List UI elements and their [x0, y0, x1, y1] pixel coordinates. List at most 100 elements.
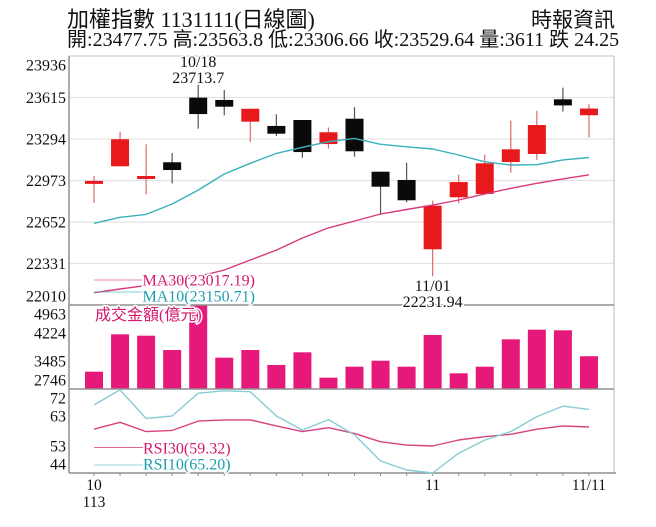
open-group: 開:23477.75 — [67, 29, 168, 51]
rsi-axis-label: 63 — [50, 409, 66, 426]
open-value: 23477.75 — [92, 29, 168, 51]
low-label: 低: — [268, 29, 294, 51]
candle-up — [579, 108, 598, 116]
candle-down — [267, 125, 286, 134]
volume-title: 成交金額(億元) — [95, 306, 202, 324]
x-axis-label: 11/11 — [572, 477, 606, 494]
candle-up — [85, 180, 103, 184]
volume-bar — [501, 339, 520, 389]
price-axis-label: 22010 — [26, 289, 66, 306]
high-label: 高: — [172, 29, 199, 51]
volume-bar — [397, 366, 416, 389]
volume-bar — [449, 373, 468, 389]
chart-title: 加權指數 1131111(日線圖) — [67, 7, 315, 32]
chart-frame — [68, 55, 616, 476]
candle-up — [423, 205, 442, 250]
candle-down — [397, 179, 416, 201]
close-group: 收:23529.64 — [374, 29, 475, 51]
price-panel — [85, 84, 598, 294]
volume-value: 3611 — [504, 29, 545, 51]
volume-bar — [267, 364, 286, 389]
price-axis-label: 22652 — [26, 215, 66, 232]
close-label: 收: — [373, 29, 400, 51]
legend-rsi10: RSI10(65.20) — [143, 457, 231, 474]
volume-bar — [371, 360, 390, 389]
legend-ma30: MA30(23017.19) — [143, 273, 255, 290]
rsi-axis-label: 44 — [50, 457, 66, 474]
price-axis-label: 22973 — [26, 173, 66, 190]
volume-bar — [319, 377, 338, 389]
change-group: 跌 24.25 — [549, 29, 619, 51]
candle-down — [189, 97, 208, 115]
candle-up — [111, 139, 130, 167]
rsi30-line — [93, 419, 590, 447]
high-group: 高:23563.8 — [173, 29, 264, 51]
gridlines — [69, 96, 614, 265]
volume-bar — [137, 335, 156, 389]
volume-axis-label: 4224 — [34, 326, 66, 343]
candle-up — [449, 182, 468, 198]
volume-axis-label: 4963 — [34, 307, 66, 324]
candle-up — [319, 132, 338, 145]
price-axis-label: 23936 — [26, 58, 66, 75]
volume-bar — [527, 329, 546, 389]
rsi-panel — [93, 389, 590, 474]
volume-bar — [111, 334, 130, 389]
change-value: 24.25 — [574, 29, 620, 51]
volume-bar — [85, 371, 103, 389]
volume-bar — [475, 366, 494, 389]
ohlc-summary: 開:23477.75 高:23563.8 低:23306.66 收:23529.64 量… — [67, 30, 619, 50]
volume-bar — [163, 350, 182, 389]
x-axis-label: 10 — [86, 477, 102, 494]
candle-down — [215, 99, 234, 107]
change-label: 跌 — [549, 29, 570, 51]
volume-bar — [423, 335, 442, 389]
candle-down — [345, 118, 364, 152]
candle-down — [163, 162, 182, 171]
price-axis-label: 23615 — [26, 90, 66, 107]
ma10-line — [93, 137, 590, 224]
low-group: 低:23306.66 — [268, 29, 369, 51]
candle-up — [241, 108, 260, 122]
price-axis-label: 23294 — [26, 132, 66, 149]
volume-bar — [293, 352, 312, 389]
volume-group: 量:3611 — [479, 29, 544, 51]
volume-axis-label: 3485 — [34, 354, 66, 371]
annotation-value: 22231.94 — [403, 294, 463, 311]
rsi-axis-label: 72 — [50, 391, 66, 408]
candle-down — [371, 171, 390, 187]
source-label: 時報資訊 — [531, 8, 615, 32]
candle-up — [527, 125, 546, 154]
candle-down — [293, 119, 312, 153]
volume-bar — [241, 350, 260, 389]
volume-bar — [579, 356, 598, 389]
volume-bar — [345, 366, 364, 389]
annotation-date: 11/01 — [415, 278, 451, 295]
volume-bar — [215, 357, 234, 389]
close-value: 23529.64 — [399, 29, 475, 51]
candle-up — [475, 163, 494, 194]
volume-label: 量: — [479, 29, 505, 51]
candle-up — [501, 149, 520, 163]
volume-axis-label: 2746 — [34, 373, 66, 390]
legend-rsi30: RSI30(59.32) — [143, 441, 231, 458]
rsi10-line — [93, 389, 590, 474]
low-value: 23306.66 — [293, 29, 369, 51]
ma30-line — [93, 174, 590, 294]
volume-panel — [85, 305, 598, 389]
open-label: 開: — [67, 29, 93, 51]
annotation-value: 23713.7 — [172, 70, 224, 87]
price-axis-label: 22331 — [26, 256, 66, 273]
rsi-axis-label: 53 — [50, 439, 66, 456]
x-axis-label: 11 — [425, 477, 440, 494]
x-axis-year-label: 113 — [83, 494, 106, 511]
annotation-date: 10/18 — [180, 54, 216, 71]
volume-bar — [189, 305, 208, 389]
legend-ma10: MA10(23150.71) — [143, 289, 255, 306]
high-value: 23563.8 — [198, 29, 264, 51]
candle-down — [553, 99, 572, 106]
volume-bar — [553, 330, 572, 389]
candle-up — [137, 175, 156, 179]
